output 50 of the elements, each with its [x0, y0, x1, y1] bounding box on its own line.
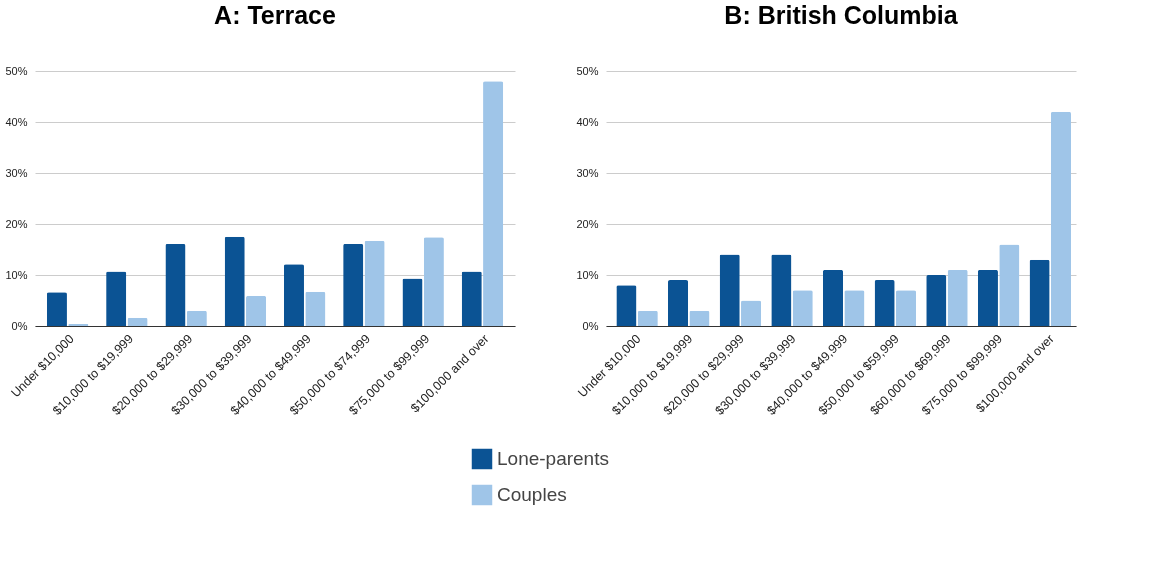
legend-label: Lone-parents — [497, 448, 609, 469]
y-tick-label: 40% — [576, 115, 599, 128]
bar — [224, 236, 245, 326]
bar — [874, 280, 895, 326]
bar — [741, 300, 762, 326]
bar — [305, 291, 326, 326]
bar — [689, 310, 710, 326]
bar — [364, 240, 385, 326]
y-tick-label: 50% — [576, 64, 599, 77]
bar — [283, 264, 304, 326]
y-tick-label: 10% — [576, 268, 599, 281]
y-tick-label: 20% — [576, 217, 599, 230]
bar — [926, 275, 947, 326]
bar — [1050, 111, 1071, 326]
bar — [637, 310, 658, 326]
bar — [186, 310, 207, 326]
bar — [977, 269, 998, 326]
bar — [719, 254, 740, 326]
y-tick-label: 0% — [11, 319, 28, 332]
bar — [68, 323, 89, 326]
chart-title: B: British Columbia — [724, 1, 959, 29]
y-tick-label: 0% — [582, 319, 599, 332]
y-tick-label: 30% — [5, 166, 28, 179]
legend-label: Couples — [497, 484, 567, 505]
bar — [947, 269, 968, 326]
bar — [343, 243, 364, 326]
chart-title: A: Terrace — [214, 1, 336, 29]
bar — [402, 278, 423, 326]
bar — [822, 269, 844, 326]
y-tick-label: 50% — [5, 64, 28, 77]
bar — [165, 243, 186, 326]
bar — [771, 254, 792, 326]
y-tick-label: 20% — [5, 217, 28, 230]
bar — [667, 280, 689, 326]
y-tick-label: 10% — [5, 268, 28, 281]
bar — [423, 237, 444, 326]
y-tick-label: 40% — [5, 115, 28, 128]
bar — [246, 295, 267, 326]
bar — [461, 271, 482, 326]
bar — [844, 290, 865, 326]
bar — [999, 244, 1020, 326]
bar — [127, 317, 148, 326]
bar — [616, 285, 637, 326]
bar — [46, 292, 67, 326]
bar — [483, 81, 504, 326]
bar — [1029, 259, 1050, 326]
bar — [895, 290, 917, 326]
y-tick-label: 30% — [576, 166, 599, 179]
bar — [792, 290, 813, 326]
bar — [106, 271, 127, 326]
